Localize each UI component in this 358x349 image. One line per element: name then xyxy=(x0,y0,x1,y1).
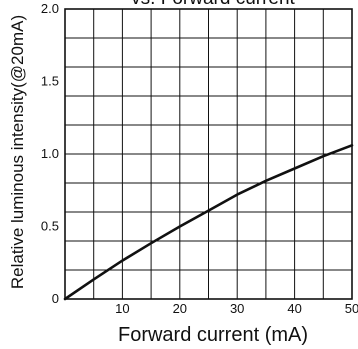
y-tick-label: 2.0 xyxy=(41,1,59,16)
x-axis-label: Forward current (mA) xyxy=(118,324,308,346)
series-line xyxy=(63,144,354,301)
y-tick-label: 1.0 xyxy=(41,146,59,161)
x-tick-label: 30 xyxy=(230,301,244,316)
x-tick-label: 50 xyxy=(345,301,358,316)
plot-frame xyxy=(64,8,353,300)
grid xyxy=(65,9,352,299)
y-axis-label: Relative luminous intensity(@20mA) xyxy=(8,15,27,289)
chart-title: vs. Forward current xyxy=(131,0,295,9)
x-tick-labels: 10 20 30 40 50 xyxy=(115,301,358,316)
y-tick-label: 0.5 xyxy=(41,219,59,234)
x-tick-label: 20 xyxy=(173,301,187,316)
series-layer xyxy=(63,144,354,301)
y-tick-label: 0 xyxy=(52,291,59,306)
x-tick-label: 10 xyxy=(115,301,129,316)
x-tick-label: 40 xyxy=(287,301,301,316)
y-tick-label: 1.5 xyxy=(41,74,59,89)
y-tick-labels: 0 0.5 1.0 1.5 2.0 xyxy=(41,1,59,306)
